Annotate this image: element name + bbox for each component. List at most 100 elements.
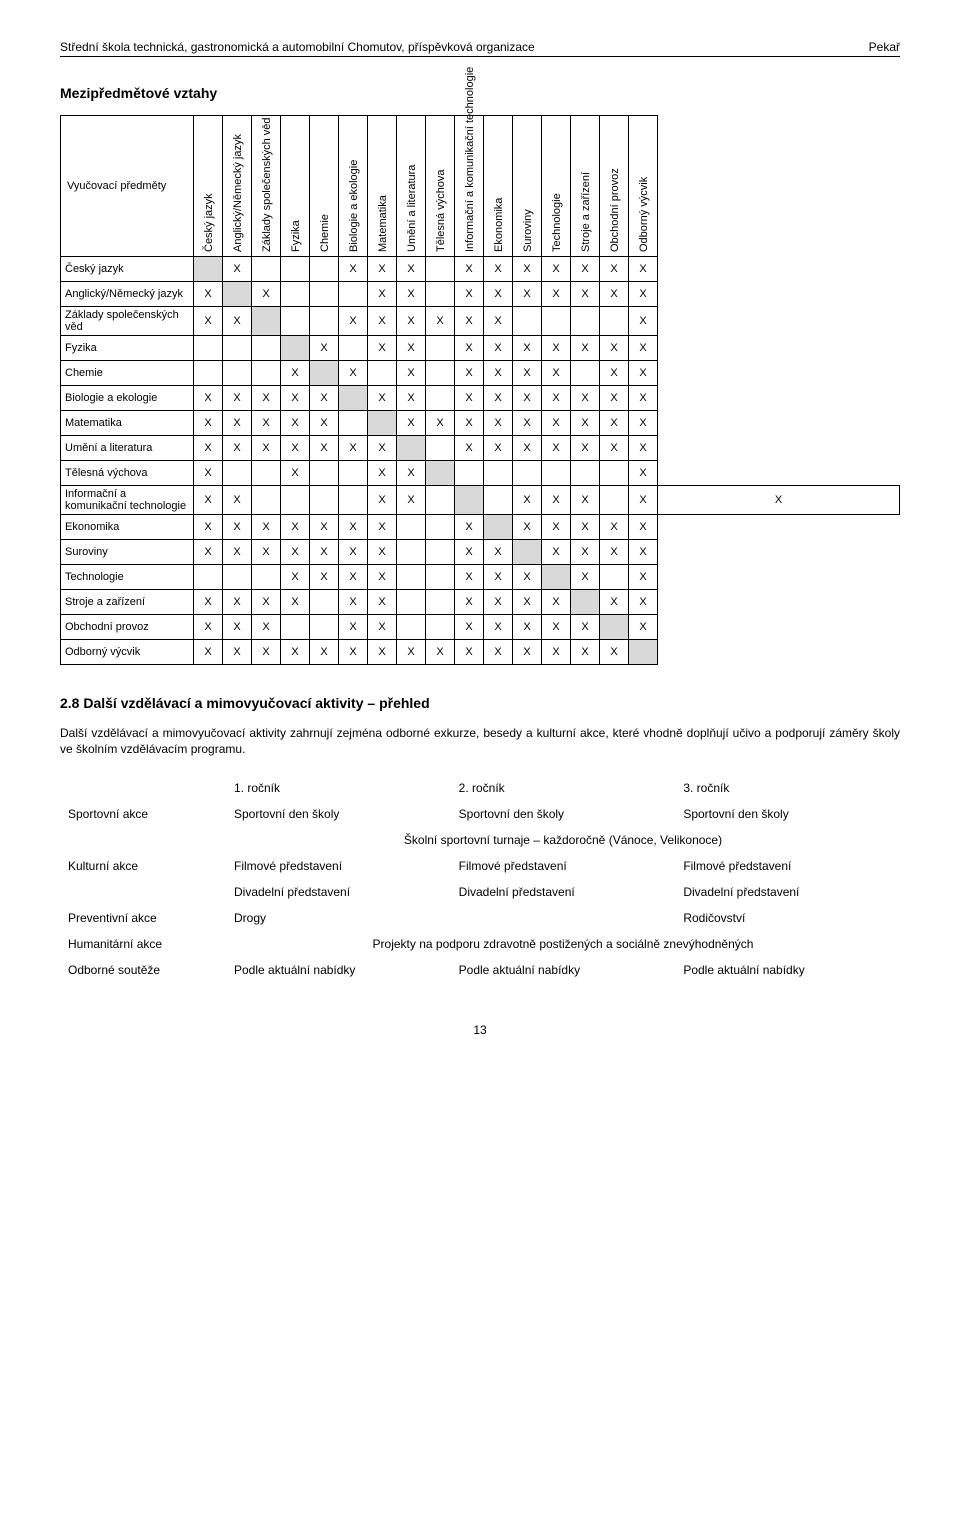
cell: X: [484, 307, 513, 336]
cell: X: [629, 436, 658, 461]
cell: [426, 336, 455, 361]
cell: X: [339, 257, 368, 282]
activity-row: Sportovní akceSportovní den školySportov…: [60, 801, 900, 827]
table-row: Informační a komunikační technologieXXXX…: [61, 486, 900, 515]
cell: X: [194, 515, 223, 540]
cell: X: [426, 411, 455, 436]
cell: [542, 565, 571, 590]
cell: [426, 540, 455, 565]
cell: [281, 307, 310, 336]
cell: X: [194, 640, 223, 665]
cell: X: [513, 640, 542, 665]
cell: [281, 282, 310, 307]
cell: X: [484, 640, 513, 665]
cell: X: [542, 386, 571, 411]
cell: X: [252, 640, 281, 665]
column-header: Ekonomika: [484, 116, 513, 257]
cell: X: [252, 411, 281, 436]
cell: X: [397, 640, 426, 665]
cell: [426, 282, 455, 307]
cell: [281, 257, 310, 282]
cell: [484, 515, 513, 540]
cell: X: [455, 336, 484, 361]
cell: [426, 565, 455, 590]
cell: [455, 486, 484, 515]
cell: X: [339, 307, 368, 336]
cell: [339, 282, 368, 307]
cell: X: [629, 336, 658, 361]
cell: X: [281, 436, 310, 461]
cell: X: [310, 540, 339, 565]
cell: [426, 486, 455, 515]
activity-cell: Rodičovství: [675, 905, 900, 931]
cell: X: [629, 590, 658, 615]
cell: X: [542, 361, 571, 386]
cell: X: [571, 411, 600, 436]
cell: X: [542, 257, 571, 282]
cell: X: [368, 386, 397, 411]
cell: X: [397, 386, 426, 411]
cell: X: [368, 515, 397, 540]
column-header-label: Obchodní provoz: [609, 168, 621, 252]
cell: [281, 336, 310, 361]
cell: [426, 436, 455, 461]
cell: X: [310, 640, 339, 665]
cell: X: [571, 282, 600, 307]
cell: X: [455, 540, 484, 565]
table-row: Stroje a zařízeníXXXXXXXXXXXX: [61, 590, 900, 615]
cell: X: [455, 615, 484, 640]
row-label: Fyzika: [61, 336, 194, 361]
column-header-label: Technologie: [551, 193, 563, 252]
cell: X: [600, 361, 629, 386]
column-header-label: Odborný výcvik: [638, 177, 650, 252]
column-header: Informační a komunikační technologie: [455, 116, 484, 257]
cell: X: [339, 590, 368, 615]
cell: X: [600, 436, 629, 461]
column-header: Základy společenských věd: [252, 116, 281, 257]
cell: X: [600, 336, 629, 361]
cell: X: [455, 386, 484, 411]
cell: X: [281, 461, 310, 486]
year-col-header: 2. ročník: [451, 775, 676, 801]
cell: [310, 282, 339, 307]
cell: X: [223, 486, 252, 515]
activity-label: Preventivní akce: [60, 905, 226, 931]
table-row: Umění a literaturaXXXXXXXXXXXXXX: [61, 436, 900, 461]
cell: X: [426, 307, 455, 336]
cell: X: [571, 336, 600, 361]
activity-cell: Sportovní den školy: [451, 801, 676, 827]
cell: [223, 361, 252, 386]
cell: [310, 590, 339, 615]
column-header-label: Umění a literatura: [406, 165, 418, 252]
cell: X: [281, 386, 310, 411]
column-header-label: Matematika: [377, 195, 389, 252]
cell: X: [339, 565, 368, 590]
cell: [542, 307, 571, 336]
row-label: Biologie a ekologie: [61, 386, 194, 411]
page-number: 13: [60, 1023, 900, 1037]
cell: X: [397, 461, 426, 486]
column-header-label: Biologie a ekologie: [348, 160, 360, 252]
cell: X: [484, 565, 513, 590]
cell: X: [542, 640, 571, 665]
cell: X: [571, 257, 600, 282]
cell: X: [368, 282, 397, 307]
year-col-header: 3. ročník: [675, 775, 900, 801]
cell: X: [484, 282, 513, 307]
cell: X: [600, 540, 629, 565]
cell: X: [542, 590, 571, 615]
cell: X: [281, 361, 310, 386]
cell: [455, 461, 484, 486]
cell: X: [339, 640, 368, 665]
cell: [339, 411, 368, 436]
cell: [223, 565, 252, 590]
cell: [629, 640, 658, 665]
cell: X: [542, 540, 571, 565]
cell: X: [513, 486, 542, 515]
cell: X: [310, 565, 339, 590]
cell: X: [455, 282, 484, 307]
cell: [426, 515, 455, 540]
activity-cell: Filmové představení: [675, 853, 900, 879]
cell: [397, 540, 426, 565]
cell: X: [629, 565, 658, 590]
